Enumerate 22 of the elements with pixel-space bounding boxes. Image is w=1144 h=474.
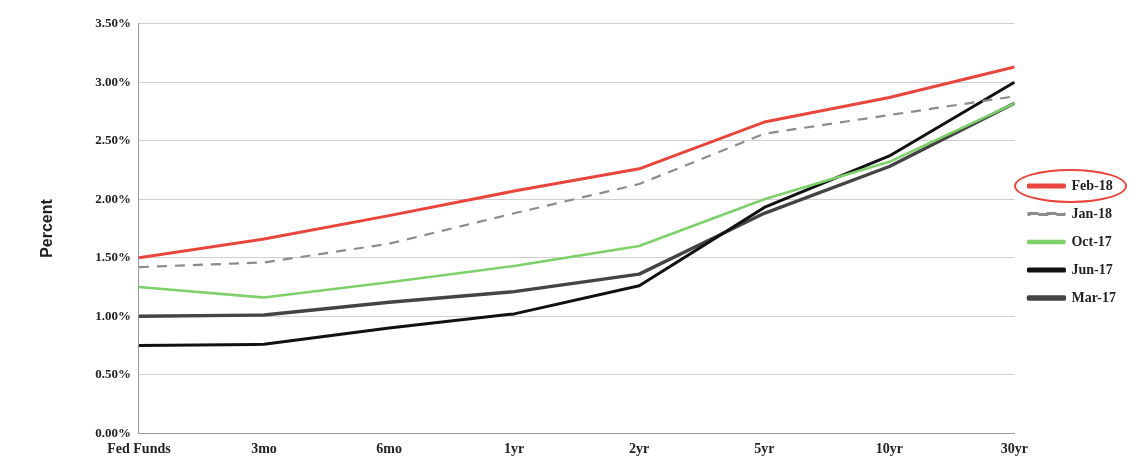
y-tick-label: 3.00% (95, 73, 131, 89)
x-tick-label: 3mo (251, 441, 277, 457)
x-tick-label: 6mo (376, 441, 402, 457)
x-tick-label: 1yr (504, 441, 525, 457)
y-tick-label: 0.00% (95, 424, 131, 440)
x-tick-label: 30yr (1000, 441, 1029, 457)
y-tick-label: 0.50% (95, 366, 131, 382)
legend-label: Feb-18 (1071, 177, 1113, 193)
x-tick-label: 2yr (629, 441, 650, 457)
x-tick-label: 10yr (875, 441, 903, 457)
x-tick-label: Fed Funds (107, 441, 172, 457)
legend-label: Jan-18 (1071, 205, 1112, 221)
y-tick-label: 1.50% (95, 249, 131, 265)
x-tick-label: 5yr (754, 441, 775, 457)
y-axis-title: Percent (38, 198, 56, 258)
y-tick-label: 2.00% (95, 190, 131, 206)
legend-label: Mar-17 (1071, 289, 1117, 305)
legend-label: Oct-17 (1071, 233, 1112, 249)
legend-label: Jun-17 (1071, 261, 1113, 277)
y-tick-label: 2.50% (95, 132, 131, 148)
y-tick-label: 3.50% (95, 15, 131, 31)
y-tick-label: 1.00% (95, 307, 131, 323)
